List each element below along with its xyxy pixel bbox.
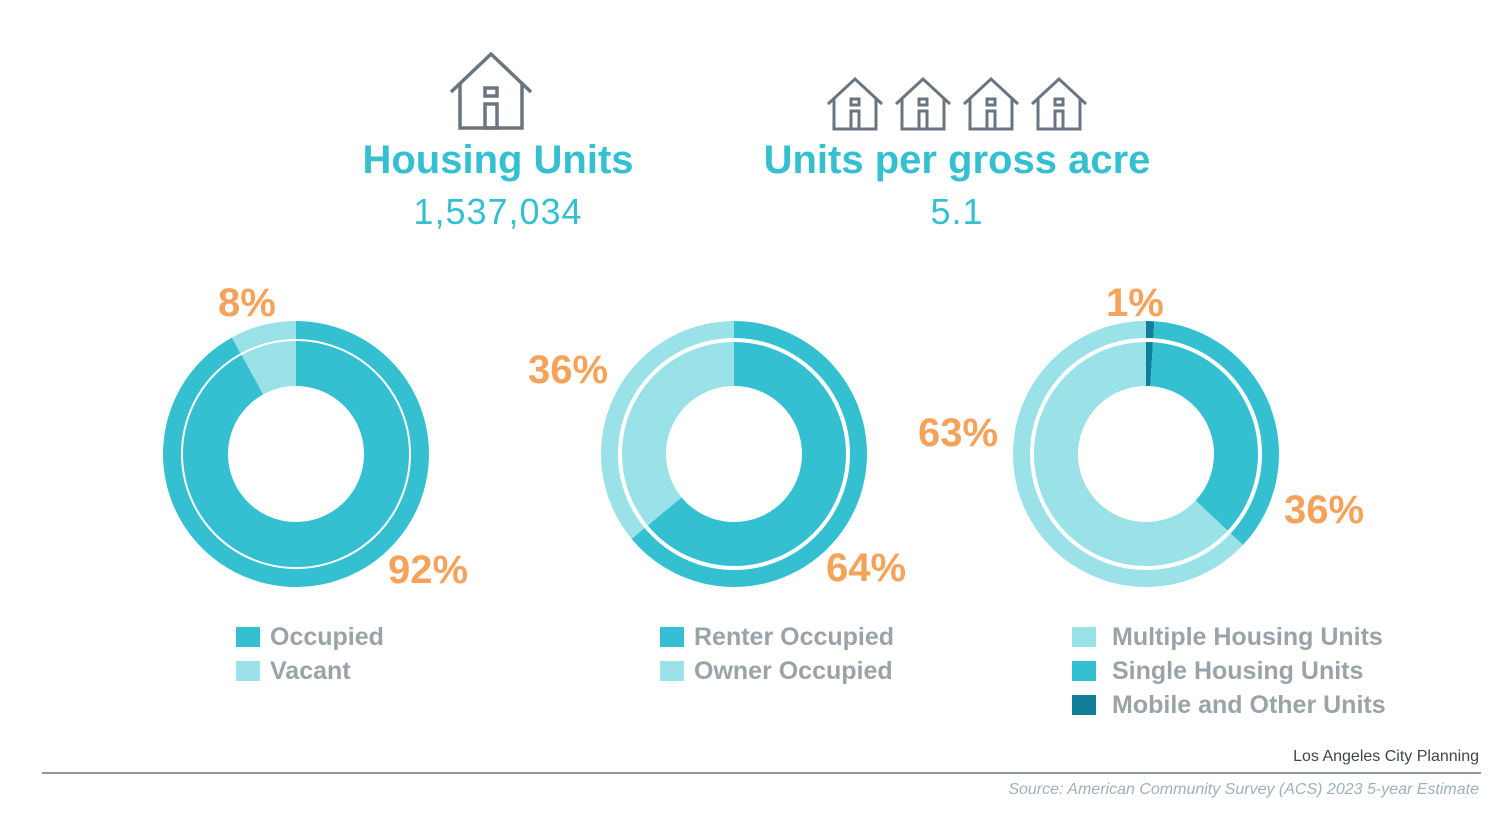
legend-swatch [1072, 661, 1096, 681]
pct-multiple-housing: 63% [918, 411, 999, 455]
legend-item-owner-occupied: Owner Occupied [660, 654, 894, 688]
legend-tenure: Renter Occupied Owner Occupied [660, 620, 894, 688]
legend-swatch [236, 627, 260, 647]
legend-swatch [236, 661, 260, 681]
legend-label: Mobile and Other Units [1112, 690, 1386, 719]
pct-vacant: 8% [218, 281, 276, 325]
legend-swatch [660, 627, 684, 647]
donut-separator-ring [618, 338, 850, 570]
pct-occupied: 92% [388, 548, 469, 592]
pct-mobile-other: 1% [1106, 281, 1164, 325]
pct-owner-occupied: 36% [528, 348, 609, 392]
legend-item-occupied: Occupied [236, 620, 384, 654]
pct-renter-occupied: 64% [826, 546, 907, 590]
donut-slice-renter-occupied [631, 321, 867, 587]
donut-slice-vacant [231, 321, 296, 395]
units-per-acre-stat: Units per gross acre 5.1 [757, 140, 1157, 230]
legend-label: Renter Occupied [694, 622, 895, 651]
legend-swatch [1072, 695, 1096, 715]
donut-separator-ring [1030, 338, 1262, 570]
housing-units-title: Housing Units [362, 138, 634, 182]
legend-label: Occupied [270, 622, 384, 651]
legend-label: Single Housing Units [1112, 656, 1364, 685]
legend-label: Multiple Housing Units [1112, 622, 1383, 651]
housing-units-stat: Housing Units 1,537,034 [348, 140, 648, 230]
donut-separator-ring [181, 339, 411, 569]
source-text: Source: American Community Survey (ACS) … [1008, 781, 1479, 798]
donut-slice-single-housing-units [1150, 321, 1279, 546]
legend-item-single-housing: Single Housing Units [1072, 654, 1386, 688]
house-icon [449, 51, 533, 130]
pct-single-housing: 36% [1284, 488, 1365, 532]
legend-item-vacant: Vacant [236, 654, 384, 688]
legend-item-multiple-housing: Multiple Housing Units [1072, 620, 1386, 654]
legend-label: Vacant [270, 656, 351, 685]
legend-occupancy: Occupied Vacant [236, 620, 384, 688]
credit-text: Los Angeles City Planning [1293, 748, 1479, 765]
legend-swatch [660, 661, 684, 681]
donut-slice-multiple-housing-units [1012, 321, 1243, 588]
legend-swatch [1072, 627, 1096, 647]
housing-units-value: 1,537,034 [413, 191, 583, 232]
legend-item-renter-occupied: Renter Occupied [660, 620, 894, 654]
donut-slice-mobile-and-other-units [1146, 321, 1155, 387]
donut-slice-owner-occupied [600, 320, 734, 539]
footer-divider [42, 772, 1481, 774]
units-per-acre-title: Units per gross acre [763, 138, 1151, 182]
donut-slice-occupied [162, 321, 429, 587]
legend-unit-type: Multiple Housing Units Single Housing Un… [1072, 620, 1386, 722]
units-per-acre-value: 5.1 [930, 191, 984, 232]
legend-label: Owner Occupied [694, 656, 893, 685]
legend-item-mobile-other: Mobile and Other Units [1072, 688, 1386, 722]
